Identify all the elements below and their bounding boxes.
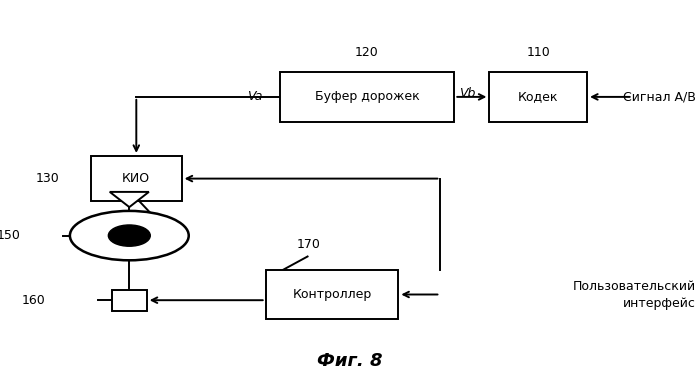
FancyBboxPatch shape [112,290,147,311]
Text: 150: 150 [0,229,21,242]
Text: Vb: Vb [459,87,475,100]
FancyBboxPatch shape [91,156,182,201]
Text: Буфер дорожек: Буфер дорожек [315,90,419,103]
Text: КИО: КИО [122,172,150,185]
FancyBboxPatch shape [266,270,398,319]
Polygon shape [110,192,149,207]
Text: Сигнал А/В: Сигнал А/В [623,90,696,103]
Text: 130: 130 [36,172,59,185]
Text: 170: 170 [297,238,321,251]
Text: Контроллер: Контроллер [292,288,372,301]
FancyBboxPatch shape [489,72,587,122]
FancyBboxPatch shape [280,72,454,122]
Ellipse shape [70,211,189,260]
Text: Va: Va [247,90,262,103]
Text: 120: 120 [355,46,379,59]
Text: 140: 140 [131,216,155,229]
Text: Фиг. 8: Фиг. 8 [317,353,382,370]
Text: 160: 160 [22,294,45,307]
Text: Пользовательский
интерфейс: Пользовательский интерфейс [572,280,696,309]
Text: 110: 110 [526,46,550,59]
Ellipse shape [108,225,150,246]
Text: Кодек: Кодек [518,90,559,103]
